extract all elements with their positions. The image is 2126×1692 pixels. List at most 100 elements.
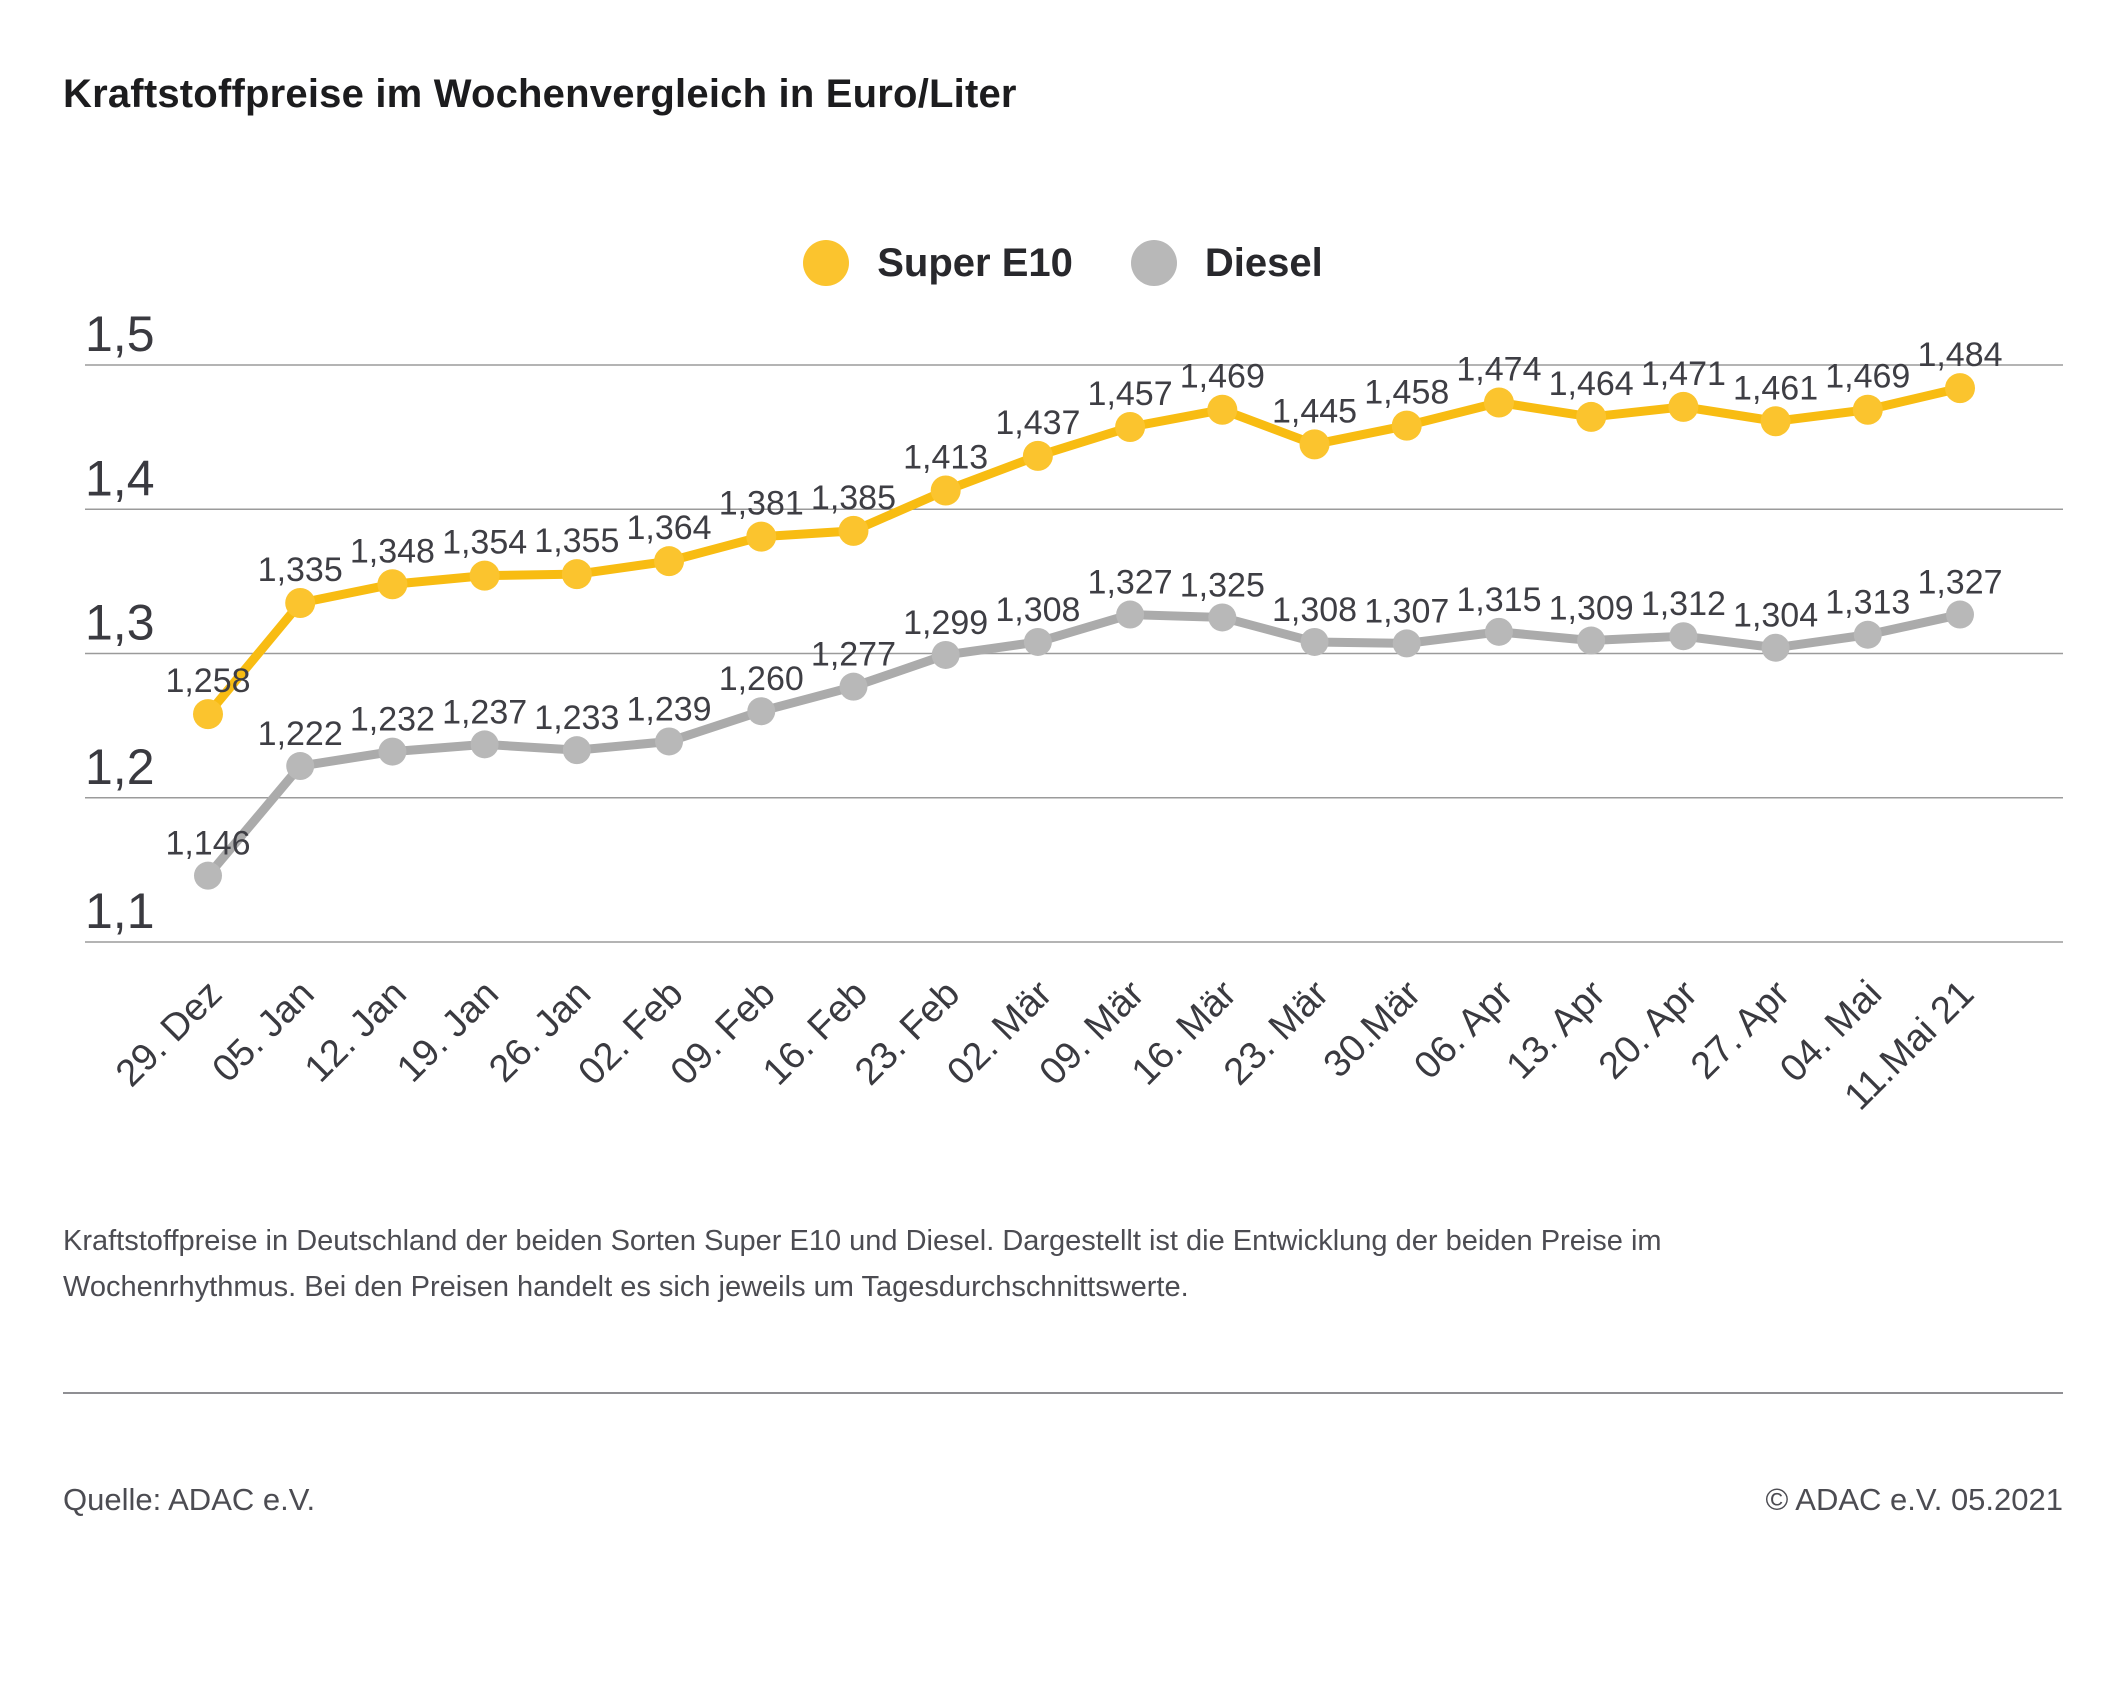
data-point-label: 1,335 <box>258 551 343 589</box>
data-point-marker <box>1761 633 1790 662</box>
data-point-label: 1,385 <box>811 479 896 517</box>
data-point-marker <box>378 737 407 766</box>
data-point-marker <box>839 672 868 701</box>
data-point-marker <box>1760 406 1791 437</box>
data-point-label: 1,315 <box>1456 581 1541 619</box>
data-point-marker <box>377 569 408 600</box>
data-point-marker <box>931 640 960 669</box>
y-tick-label: 1,5 <box>85 306 155 362</box>
data-point-marker <box>1116 600 1145 629</box>
x-tick-label: 20. Apr <box>1591 972 1706 1087</box>
legend-label-diesel: Diesel <box>1204 240 1323 285</box>
data-point-marker <box>1852 394 1883 425</box>
data-point-label: 1,308 <box>1272 591 1357 629</box>
data-point-marker <box>1300 627 1329 656</box>
data-point-marker <box>1484 617 1513 646</box>
data-point-label: 1,471 <box>1641 355 1726 393</box>
source-label: Quelle: ADAC e.V. <box>63 1482 316 1517</box>
data-point-label: 1,309 <box>1549 590 1634 628</box>
data-point-marker <box>1669 622 1698 651</box>
data-point-label: 1,348 <box>350 532 435 570</box>
data-point-label: 1,437 <box>995 404 1080 442</box>
data-point-label: 1,312 <box>1641 585 1726 623</box>
data-point-marker <box>562 736 591 765</box>
data-point-label: 1,325 <box>1180 566 1265 604</box>
chart-description: Kraftstoffpreise in Deutschland der beid… <box>63 1225 1662 1303</box>
series-line <box>203 610 1965 881</box>
chart-legend: Super E10 Diesel <box>0 240 2126 286</box>
data-point-label: 1,355 <box>534 522 619 560</box>
data-point-marker <box>1668 391 1699 422</box>
data-point-labels: 1,146 1,222 1,232 1,237 1,233 1,2391,2601,277… <box>165 564 2002 863</box>
source-row: Quelle: ADAC e.V. © ADAC e.V. 05.2021 <box>63 1482 2063 1518</box>
data-point-marker <box>1115 412 1146 443</box>
data-point-label: 1,277 <box>811 636 896 674</box>
legend-item-diesel: Diesel <box>1130 240 1323 286</box>
data-point-label: 1,445 <box>1272 392 1357 430</box>
data-point-marker <box>1299 429 1330 460</box>
data-point-label: 1,233 <box>534 699 619 737</box>
copyright-label: © ADAC e.V. 05.2021 <box>1765 1482 2063 1517</box>
y-tick-label: 1,3 <box>85 595 155 651</box>
x-tick-label: 05. Jan <box>205 973 323 1091</box>
gridlines <box>85 364 2063 943</box>
data-point-marker <box>838 515 869 546</box>
y-axis-labels: 1,5 1,4 1,3 1,2 1,1 <box>85 306 155 939</box>
data-point-marker <box>470 730 499 759</box>
data-point-marker <box>561 559 592 590</box>
data-point-marker <box>655 727 684 756</box>
data-point-marker <box>193 699 223 730</box>
data-point-marker <box>1576 401 1607 432</box>
data-point-marker <box>1208 603 1237 632</box>
data-point-label: 1,232 <box>350 701 435 739</box>
data-point-label: 1,484 <box>1917 336 2002 374</box>
data-point-marker <box>1945 373 1975 404</box>
data-point-label: 1,381 <box>719 485 804 523</box>
x-tick-label: 19. Jan <box>389 973 507 1091</box>
data-point-label: 1,307 <box>1364 592 1449 630</box>
data-point-label: 1,146 <box>165 825 250 863</box>
data-point-marker <box>1946 600 1974 629</box>
series-diesel: 1,146 1,222 1,232 1,237 1,233 1,2391,2601,277… <box>165 564 2003 890</box>
legend-item-super-e10: Super E10 <box>803 240 1073 286</box>
data-point-label: 1,469 <box>1825 358 1910 396</box>
data-point-marker <box>1483 387 1514 418</box>
x-tick-label: 12. Jan <box>297 973 415 1091</box>
data-point-label: 1,222 <box>258 715 343 753</box>
data-point-label: 1,354 <box>442 524 527 562</box>
data-point-marker <box>1022 440 1053 471</box>
data-point-label: 1,413 <box>903 438 988 476</box>
data-point-label: 1,457 <box>1088 375 1173 413</box>
data-point-label: 1,364 <box>627 509 712 547</box>
x-tick-label: 23. Mär <box>1216 972 1337 1093</box>
data-point-label: 1,237 <box>442 693 527 731</box>
legend-swatch-diesel-icon <box>1130 240 1177 286</box>
legend-label-super-e10: Super E10 <box>877 240 1073 285</box>
data-point-marker <box>1853 620 1882 649</box>
y-tick-label: 1,1 <box>85 883 155 939</box>
data-point-marker <box>469 560 500 591</box>
data-point-marker <box>1391 410 1422 441</box>
data-point-marker <box>194 861 222 890</box>
data-point-marker <box>746 521 777 552</box>
data-point-marker <box>747 697 776 726</box>
x-tick-label: 13. Apr <box>1499 972 1614 1087</box>
data-point-label: 1,469 <box>1180 358 1265 396</box>
x-tick-label: 06. Apr <box>1406 972 1521 1087</box>
data-point-label: 1,299 <box>903 604 988 642</box>
data-point-label: 1,327 <box>1088 564 1173 602</box>
data-point-label: 1,304 <box>1733 597 1818 635</box>
data-point-marker <box>1023 627 1052 656</box>
data-point-marker <box>1577 626 1606 655</box>
data-point-label: 1,458 <box>1364 374 1449 412</box>
data-point-label: 1,308 <box>995 591 1080 629</box>
data-point-marker <box>654 546 685 577</box>
x-tick-label: 29. Dez <box>108 973 230 1095</box>
y-tick-label: 1,4 <box>85 450 155 506</box>
data-point-marker <box>1392 629 1421 658</box>
